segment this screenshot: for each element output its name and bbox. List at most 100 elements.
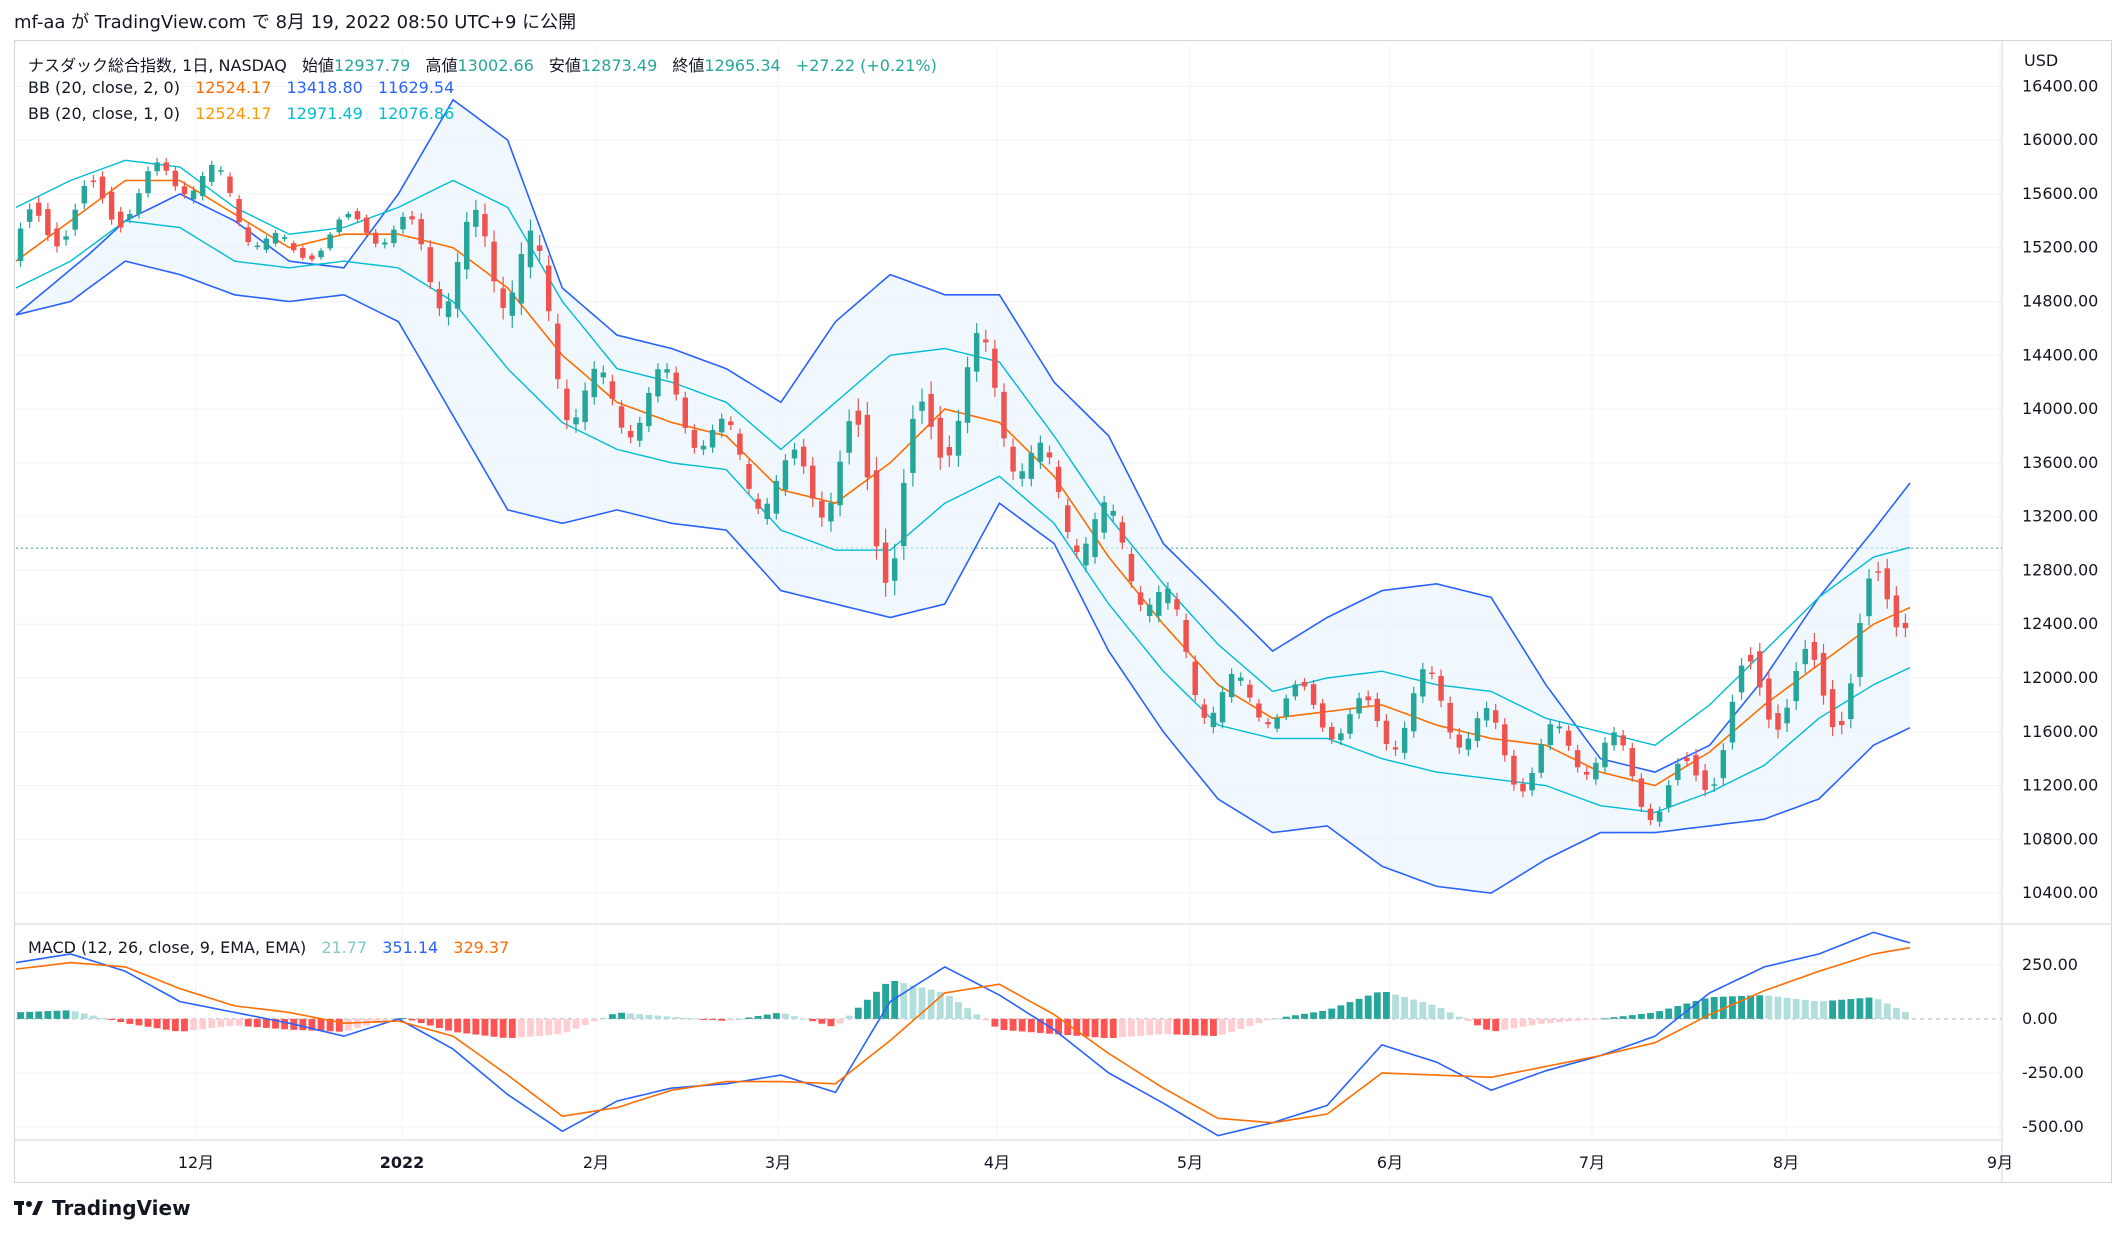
candle-body (1092, 519, 1098, 558)
candle-body (72, 209, 78, 230)
macd-histogram-bar (1738, 995, 1745, 1019)
candle-body (199, 175, 206, 197)
macd-histogram-bar (1656, 1011, 1664, 1019)
macd-histogram-bar (1228, 1018, 1236, 1032)
candle-body (937, 417, 943, 458)
price-tick-label: 16000.00 (2022, 130, 2098, 149)
price-tick-label: 16400.00 (2022, 76, 2098, 95)
macd-histogram-bar (1829, 1000, 1837, 1019)
candle-body (1374, 698, 1381, 722)
macd-histogram-bar (1009, 1018, 1017, 1031)
candle-body (318, 250, 324, 258)
candle-body (272, 232, 279, 244)
macd-histogram-bar (991, 1018, 999, 1027)
macd-tick-label: -250.00 (2022, 1063, 2084, 1082)
candle-body (1338, 733, 1344, 741)
bb-lower-inner-line (15, 220, 1911, 814)
macd-histogram-bar (1082, 1018, 1090, 1037)
candle-body (127, 213, 133, 219)
macd-histogram-bar (26, 1011, 34, 1019)
macd-histogram-bar (1610, 1017, 1618, 1019)
macd-histogram-bar (900, 983, 908, 1019)
macd-histogram-bar (882, 983, 890, 1019)
candle-body (1757, 651, 1763, 688)
candle-body (382, 242, 388, 245)
tradingview-logo[interactable]: TradingView (14, 1196, 191, 1220)
candle-body (309, 255, 315, 260)
candle-body (227, 176, 233, 193)
macd-histogram-bar (918, 987, 926, 1019)
macd-histogram-bar (262, 1018, 270, 1028)
candle-body (464, 221, 470, 270)
macd-histogram-bar (891, 981, 899, 1019)
macd-histogram-bar (1446, 1012, 1454, 1019)
macd-histogram-bar (481, 1018, 489, 1036)
candle-body (864, 414, 871, 478)
macd-histogram-bar (344, 1018, 352, 1031)
candle-body (1055, 466, 1062, 492)
macd-histogram-bar (1118, 1018, 1126, 1038)
macd-histogram-bar (1100, 1018, 1108, 1038)
price-tick-label: 12000.00 (2022, 668, 2098, 687)
macd-histogram-bar (818, 1018, 826, 1024)
close-value: 12965.34 (704, 56, 781, 75)
macd-histogram-bar (772, 1013, 780, 1019)
candle-body (300, 248, 306, 258)
macd-histogram-bar (1419, 1002, 1427, 1019)
macd-signal-value: 329.37 (453, 938, 510, 957)
macd-histogram-bar (1383, 991, 1390, 1019)
candle-body (928, 393, 934, 427)
candle-body (1675, 763, 1681, 780)
macd-histogram-bar (618, 1012, 625, 1019)
macd-histogram-bar (171, 1018, 179, 1032)
macd-histogram-bar (527, 1018, 534, 1037)
bb1-lower: 11629.54 (377, 78, 455, 97)
candle-body (90, 180, 97, 183)
macd-histogram-bar (190, 1018, 197, 1031)
candle-body (1046, 452, 1053, 458)
macd-histogram-bar (1392, 994, 1399, 1019)
time-tick-label: 9月 (1987, 1153, 2013, 1172)
candle-body (1502, 724, 1508, 756)
candle-body (1411, 693, 1417, 732)
macd-histogram-bar (982, 1018, 990, 1021)
candle-body (363, 217, 370, 233)
macd-histogram-bar (782, 1013, 789, 1019)
candle-body (1347, 714, 1353, 734)
candle-body (627, 430, 634, 438)
symbol-title: ナスダック総合指数, 1日, NASDAQ (28, 56, 287, 75)
macd-histogram-bar (1455, 1016, 1463, 1019)
candle-body (728, 421, 734, 426)
candle-body (1538, 743, 1544, 773)
macd-histogram-bar (1674, 1006, 1682, 1019)
macd-histogram-bar (1146, 1018, 1154, 1036)
candle-body (1292, 684, 1299, 697)
macd-histogram-bar (945, 995, 953, 1019)
time-tick-label: 2022 (380, 1153, 425, 1172)
macd-histogram-bar (909, 985, 917, 1019)
macd-histogram-bar (663, 1016, 671, 1019)
macd-histogram-bar (636, 1014, 644, 1019)
candle-body (718, 418, 725, 433)
macd-histogram-bar (508, 1018, 516, 1038)
macd-histogram-bar (1109, 1018, 1117, 1038)
candle-body (600, 372, 607, 378)
candle-body (1702, 770, 1708, 790)
macd-histogram-bar (1565, 1018, 1572, 1022)
macd-histogram-bar (1319, 1010, 1327, 1019)
candle-body (482, 214, 488, 237)
macd-histogram-bar (1601, 1018, 1609, 1020)
candle-body (618, 406, 625, 428)
candle-body (1811, 641, 1818, 660)
candle-body (418, 219, 424, 245)
candle-body (1274, 717, 1280, 729)
axes: 16400.00 16000.00 15600.00 15200.00 14800.00… (178, 51, 2099, 1172)
macd-histogram-bar (700, 1018, 707, 1020)
macd-histogram-bar (99, 1017, 106, 1019)
chart-frame[interactable] (14, 40, 2112, 1183)
candle-body (1492, 710, 1499, 723)
macd-histogram-bar (609, 1014, 616, 1019)
macd-histogram-bar (709, 1018, 717, 1020)
macd-histogram-bar (1537, 1018, 1545, 1024)
